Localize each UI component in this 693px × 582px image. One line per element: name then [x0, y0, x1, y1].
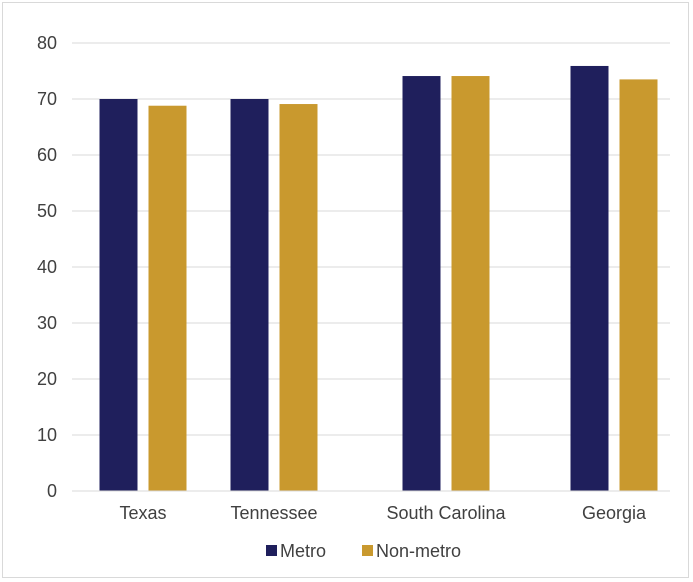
bars	[99, 65, 658, 492]
legend: Metro Non-metro	[266, 541, 461, 561]
y-tick-label: 50	[37, 201, 57, 221]
bar-metro-south-carolina	[402, 76, 441, 491]
y-tick-label: 30	[37, 313, 57, 333]
y-tick-label: 10	[37, 425, 57, 445]
x-category-label: South Carolina	[386, 503, 506, 523]
bar-metro-texas	[99, 99, 138, 491]
bar-non-metro-georgia	[619, 79, 658, 492]
y-tick-label: 40	[37, 257, 57, 277]
x-category-label: Georgia	[582, 503, 647, 523]
y-axis-tick-labels: 0 10 20 30 40 50 60 70 80	[37, 33, 57, 501]
bar-non-metro-south-carolina	[451, 76, 490, 491]
bar-non-metro-tennessee	[279, 104, 318, 491]
legend-swatch-non-metro	[362, 545, 373, 556]
bar-metro-georgia	[570, 65, 609, 492]
bar-non-metro-texas	[148, 105, 187, 491]
x-category-label: Texas	[119, 503, 166, 523]
legend-swatch-metro	[266, 545, 277, 556]
y-tick-label: 60	[37, 145, 57, 165]
legend-label-non-metro: Non-metro	[376, 541, 461, 561]
bar-metro-tennessee	[230, 99, 269, 491]
x-category-label: Tennessee	[230, 503, 317, 523]
legend-label-metro: Metro	[280, 541, 326, 561]
x-axis-category-labels: Texas Tennessee South Carolina Georgia	[119, 503, 647, 523]
y-tick-label: 0	[47, 481, 57, 501]
y-tick-label: 70	[37, 89, 57, 109]
y-tick-label: 20	[37, 369, 57, 389]
y-tick-label: 80	[37, 33, 57, 53]
